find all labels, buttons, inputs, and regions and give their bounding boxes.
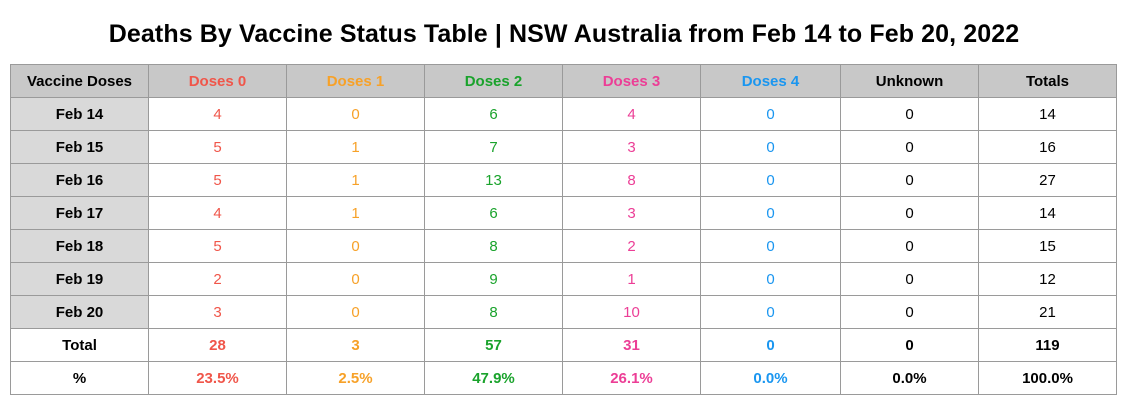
header-doses-2: Doses 2 <box>424 64 563 98</box>
cell-doses-0: 23.5% <box>148 361 287 395</box>
cell-doses-4: 0.0% <box>700 361 841 395</box>
table-row: Feb 19 2 0 9 1 0 0 12 <box>10 262 1117 296</box>
header-doses-1: Doses 1 <box>286 64 425 98</box>
cell-totals: 15 <box>978 229 1117 263</box>
cell-doses-4: 0 <box>700 163 841 197</box>
cell-doses-0: 5 <box>148 130 287 164</box>
cell-doses-0: 5 <box>148 229 287 263</box>
cell-doses-0: 2 <box>148 262 287 296</box>
header-doses-4: Doses 4 <box>700 64 841 98</box>
table-row: Feb 17 4 1 6 3 0 0 14 <box>10 196 1117 230</box>
cell-doses-4: 0 <box>700 328 841 362</box>
table-row: Feb 16 5 1 13 8 0 0 27 <box>10 163 1117 197</box>
cell-unknown: 0 <box>840 229 979 263</box>
row-label: Feb 17 <box>10 196 149 230</box>
row-label: Feb 15 <box>10 130 149 164</box>
row-label: Total <box>10 328 149 362</box>
cell-unknown: 0 <box>840 97 979 131</box>
cell-doses-4: 0 <box>700 97 841 131</box>
cell-doses-3: 4 <box>562 97 701 131</box>
cell-totals: 21 <box>978 295 1117 329</box>
cell-unknown: 0 <box>840 130 979 164</box>
header-row: Vaccine Doses Doses 0 Doses 1 Doses 2 Do… <box>10 64 1117 98</box>
cell-doses-4: 0 <box>700 229 841 263</box>
cell-doses-4: 0 <box>700 196 841 230</box>
row-label: Feb 14 <box>10 97 149 131</box>
cell-doses-2: 47.9% <box>424 361 563 395</box>
cell-totals: 12 <box>978 262 1117 296</box>
cell-doses-2: 13 <box>424 163 563 197</box>
header-totals: Totals <box>978 64 1117 98</box>
cell-unknown: 0 <box>840 196 979 230</box>
cell-doses-3: 3 <box>562 196 701 230</box>
row-label: Feb 19 <box>10 262 149 296</box>
cell-doses-1: 2.5% <box>286 361 425 395</box>
cell-totals: 27 <box>978 163 1117 197</box>
cell-doses-2: 7 <box>424 130 563 164</box>
table-row: Feb 15 5 1 7 3 0 0 16 <box>10 130 1117 164</box>
cell-totals: 16 <box>978 130 1117 164</box>
cell-unknown: 0.0% <box>840 361 979 395</box>
cell-doses-3: 26.1% <box>562 361 701 395</box>
cell-doses-0: 3 <box>148 295 287 329</box>
cell-doses-1: 0 <box>286 295 425 329</box>
cell-doses-1: 0 <box>286 262 425 296</box>
cell-doses-3: 3 <box>562 130 701 164</box>
cell-totals: 119 <box>978 328 1117 362</box>
cell-doses-2: 8 <box>424 229 563 263</box>
cell-doses-1: 0 <box>286 229 425 263</box>
cell-doses-0: 5 <box>148 163 287 197</box>
header-unknown: Unknown <box>840 64 979 98</box>
cell-doses-3: 31 <box>562 328 701 362</box>
cell-totals: 100.0% <box>978 361 1117 395</box>
cell-unknown: 0 <box>840 328 979 362</box>
cell-doses-4: 0 <box>700 262 841 296</box>
deaths-table: Vaccine Doses Doses 0 Doses 1 Doses 2 Do… <box>10 64 1117 395</box>
header-doses-0: Doses 0 <box>148 64 287 98</box>
cell-doses-4: 0 <box>700 295 841 329</box>
table-row: Feb 18 5 0 8 2 0 0 15 <box>10 229 1117 263</box>
cell-doses-2: 6 <box>424 97 563 131</box>
cell-totals: 14 <box>978 97 1117 131</box>
cell-doses-3: 1 <box>562 262 701 296</box>
cell-unknown: 0 <box>840 163 979 197</box>
row-label: Feb 16 <box>10 163 149 197</box>
cell-doses-0: 4 <box>148 196 287 230</box>
cell-doses-0: 4 <box>148 97 287 131</box>
cell-unknown: 0 <box>840 262 979 296</box>
cell-doses-0: 28 <box>148 328 287 362</box>
cell-totals: 14 <box>978 196 1117 230</box>
row-label: Feb 20 <box>10 295 149 329</box>
cell-doses-1: 1 <box>286 196 425 230</box>
total-row: Total 28 3 57 31 0 0 119 <box>10 328 1117 362</box>
row-label: % <box>10 361 149 395</box>
cell-doses-1: 3 <box>286 328 425 362</box>
cell-doses-1: 1 <box>286 163 425 197</box>
header-vaccine-doses: Vaccine Doses <box>10 64 149 98</box>
cell-doses-2: 6 <box>424 196 563 230</box>
row-label: Feb 18 <box>10 229 149 263</box>
cell-doses-3: 8 <box>562 163 701 197</box>
cell-doses-3: 2 <box>562 229 701 263</box>
cell-doses-2: 57 <box>424 328 563 362</box>
cell-doses-4: 0 <box>700 130 841 164</box>
percent-row: % 23.5% 2.5% 47.9% 26.1% 0.0% 0.0% 100.0% <box>10 361 1117 395</box>
header-doses-3: Doses 3 <box>562 64 701 98</box>
cell-doses-2: 9 <box>424 262 563 296</box>
page-title: Deaths By Vaccine Status Table | NSW Aus… <box>108 20 1020 48</box>
cell-doses-3: 10 <box>562 295 701 329</box>
table-row: Feb 14 4 0 6 4 0 0 14 <box>10 97 1117 131</box>
cell-doses-1: 0 <box>286 97 425 131</box>
cell-unknown: 0 <box>840 295 979 329</box>
table-row: Feb 20 3 0 8 10 0 0 21 <box>10 295 1117 329</box>
cell-doses-1: 1 <box>286 130 425 164</box>
cell-doses-2: 8 <box>424 295 563 329</box>
